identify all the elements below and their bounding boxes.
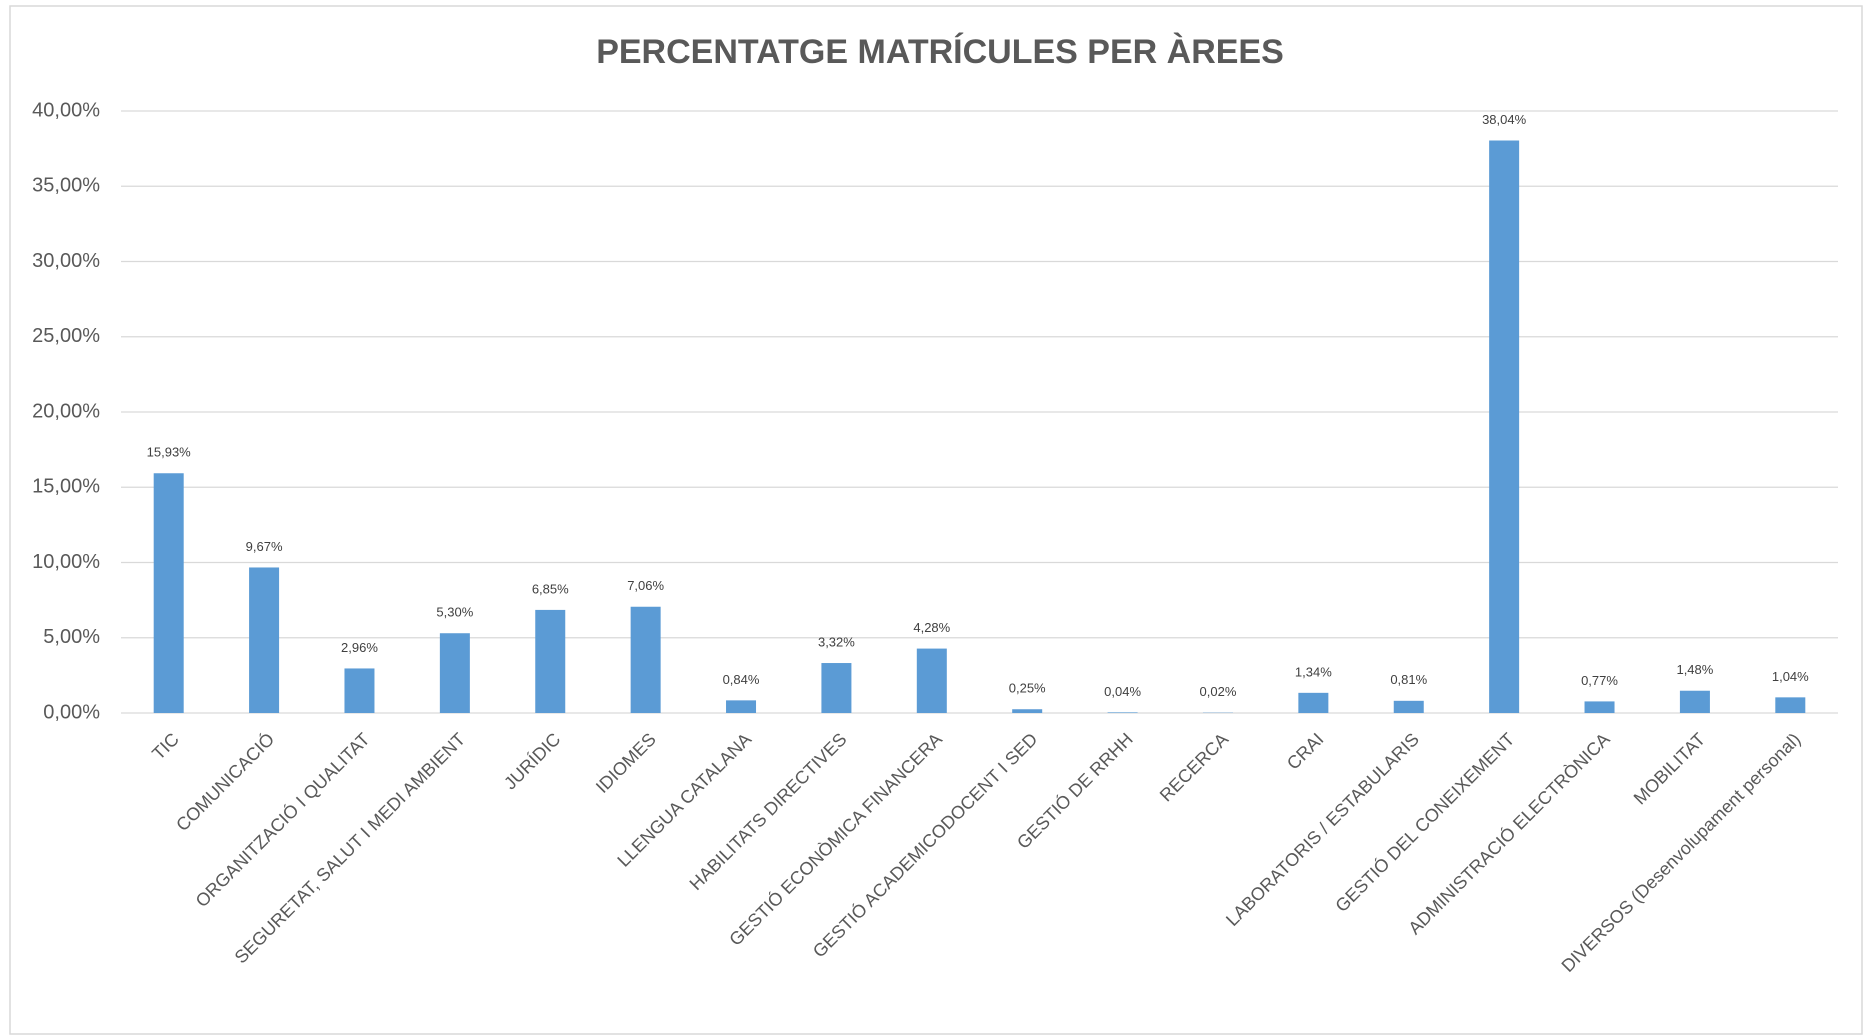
value-label: 0,04% — [1104, 684, 1141, 699]
bar — [916, 648, 947, 713]
bar — [344, 668, 375, 713]
value-label: 2,96% — [341, 640, 378, 655]
bar — [1679, 690, 1710, 713]
y-tick-label: 25,00% — [32, 325, 100, 347]
bar — [1012, 709, 1043, 713]
bar — [630, 606, 661, 713]
bar — [1775, 697, 1806, 713]
bar — [535, 609, 566, 713]
value-label: 0,25% — [1009, 681, 1046, 696]
bar — [821, 663, 852, 713]
y-tick-label: 15,00% — [32, 476, 100, 498]
bar — [249, 567, 280, 713]
bar — [1489, 140, 1520, 714]
y-tick-label: 5,00% — [43, 626, 100, 648]
value-label: 9,67% — [246, 539, 283, 554]
chart-border — [9, 5, 1863, 1035]
bar — [1393, 700, 1424, 713]
value-label: 1,48% — [1676, 662, 1713, 677]
bar — [439, 633, 470, 713]
value-label: 1,04% — [1772, 669, 1809, 684]
value-label: 0,81% — [1390, 672, 1427, 687]
y-tick-label: 30,00% — [32, 250, 100, 272]
y-tick-label: 0,00% — [43, 701, 100, 723]
y-tick-label: 35,00% — [32, 175, 100, 197]
value-label: 38,04% — [1482, 112, 1527, 127]
bar — [153, 473, 184, 713]
value-label: 15,93% — [147, 445, 192, 460]
bar — [1584, 701, 1615, 713]
y-tick-label: 10,00% — [32, 551, 100, 573]
value-label: 0,84% — [723, 672, 760, 687]
value-label: 4,28% — [913, 620, 950, 635]
value-label: 0,77% — [1581, 673, 1618, 688]
value-label: 1,34% — [1295, 664, 1332, 679]
value-label: 7,06% — [627, 578, 664, 593]
bar — [1298, 692, 1329, 713]
chart-title: PERCENTATGE MATRÍCULES PER ÀREES — [596, 33, 1284, 71]
value-label: 3,32% — [818, 634, 855, 649]
value-label: 0,02% — [1200, 684, 1237, 699]
y-tick-label: 40,00% — [32, 99, 100, 121]
y-tick-label: 20,00% — [32, 400, 100, 422]
value-label: 6,85% — [532, 581, 569, 596]
value-label: 5,30% — [436, 605, 473, 620]
bar — [1107, 712, 1138, 713]
bar — [726, 700, 757, 713]
